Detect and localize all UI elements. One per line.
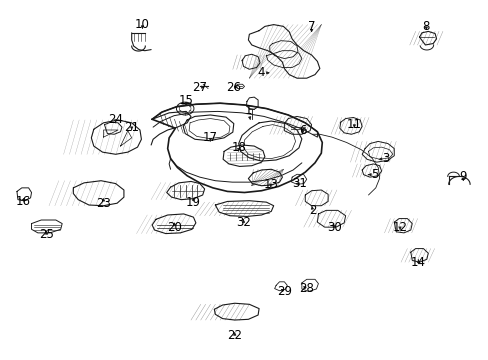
Text: 18: 18 (231, 141, 245, 154)
Text: 27: 27 (192, 81, 207, 94)
Text: 25: 25 (39, 228, 54, 241)
Text: 30: 30 (327, 221, 342, 234)
Text: 1: 1 (244, 104, 252, 120)
Text: 16: 16 (15, 195, 30, 208)
Text: 2: 2 (308, 204, 316, 217)
Text: 5: 5 (367, 168, 378, 181)
Text: 31: 31 (292, 177, 307, 190)
Text: 4: 4 (257, 66, 268, 79)
Text: 21: 21 (124, 121, 139, 134)
Text: 8: 8 (422, 20, 429, 33)
Text: 6: 6 (299, 124, 306, 137)
Text: 20: 20 (167, 221, 182, 234)
Text: 32: 32 (236, 216, 250, 229)
Text: 14: 14 (410, 256, 425, 269)
Text: 11: 11 (346, 118, 361, 131)
Text: 22: 22 (227, 329, 242, 342)
Text: 3: 3 (378, 152, 388, 165)
Text: 24: 24 (108, 113, 123, 126)
Text: 10: 10 (135, 18, 149, 31)
Text: 9: 9 (459, 170, 466, 183)
Text: 7: 7 (307, 20, 315, 33)
Text: 28: 28 (299, 283, 313, 296)
Text: 17: 17 (203, 131, 218, 144)
Text: 19: 19 (185, 195, 201, 209)
Text: 15: 15 (178, 94, 193, 107)
Text: 23: 23 (96, 197, 111, 210)
Text: 29: 29 (276, 285, 291, 298)
Text: 12: 12 (392, 221, 407, 234)
Text: 13: 13 (263, 178, 278, 191)
Text: 26: 26 (226, 81, 241, 94)
